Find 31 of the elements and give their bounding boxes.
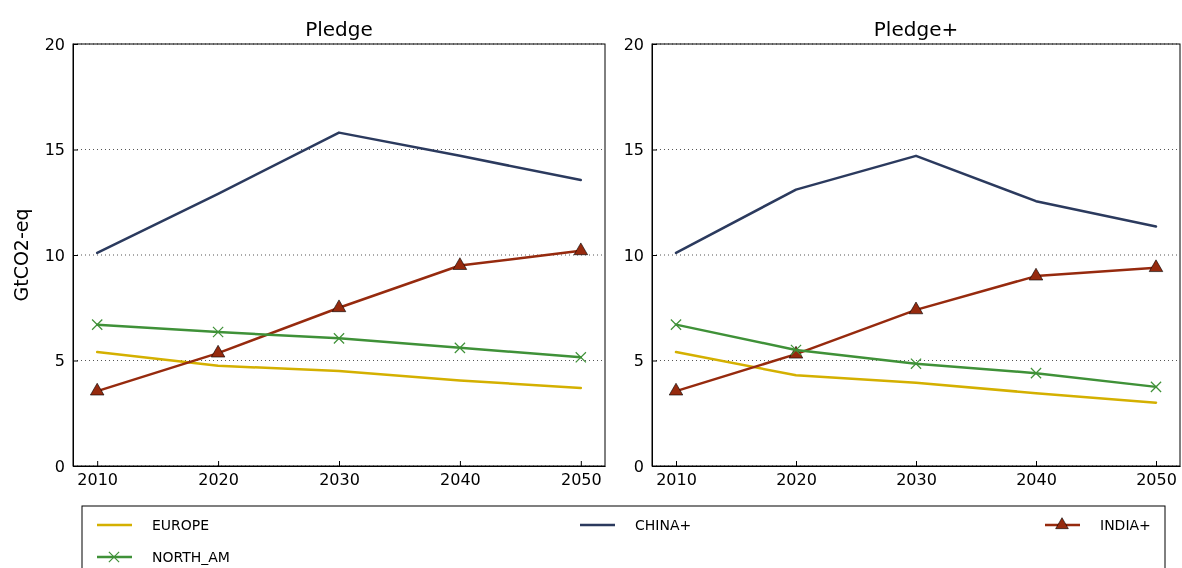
legend-label: CHINA+ (635, 517, 692, 533)
y-tick-label: 5 (54, 351, 65, 371)
x-tick-label: 2040 (1016, 470, 1057, 490)
y-tick-label: 0 (54, 456, 65, 476)
x-tick-label: 2040 (440, 470, 481, 490)
y-tick-label: 0 (633, 456, 644, 476)
y-tick-label: 15 (623, 140, 644, 160)
x-tick-label: 2050 (1136, 470, 1177, 490)
y-tick-label: 20 (44, 34, 65, 54)
x-tick-label: 2050 (560, 470, 602, 490)
x-tick-label: 2030 (896, 470, 937, 490)
y-tick-label: 5 (633, 351, 644, 371)
chart-title: Pledge (305, 17, 373, 41)
legend-label: EUROPE (152, 517, 210, 533)
y-tick-label: 15 (44, 140, 65, 160)
y-tick-label: 20 (623, 34, 644, 54)
y-axis-title: GtCO2-eq (10, 208, 32, 302)
chart-title: Pledge+ (873, 17, 959, 41)
legend-label: INDIA+ (1100, 517, 1151, 533)
x-tick-label: 2010 (77, 470, 119, 490)
line-series (674, 154, 1158, 255)
x-tick-label: 2030 (319, 470, 360, 490)
line-series (95, 131, 583, 255)
line-series (95, 350, 583, 390)
x-tick-label: 2020 (198, 470, 239, 490)
y-tick-label: 10 (623, 245, 644, 265)
line-series (674, 350, 1158, 404)
x-tick-label: 2010 (656, 470, 697, 490)
x-tick-label: 2020 (776, 470, 817, 490)
y-tick-label: 10 (44, 245, 65, 265)
legend-label: NORTH_AM (152, 549, 230, 565)
